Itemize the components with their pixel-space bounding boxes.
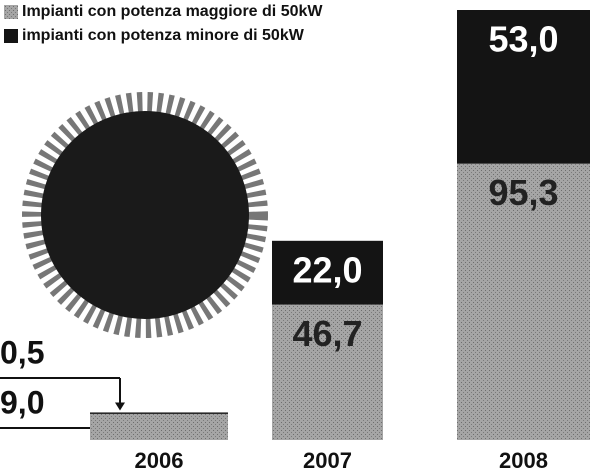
sun-decoration: [33, 103, 257, 327]
legend-label: impianti con potenza minore di 50kW: [22, 27, 305, 44]
value-label: 46,7: [292, 313, 362, 354]
x-tick-label: 2008: [499, 448, 548, 473]
x-tick-label: 2006: [135, 448, 184, 473]
value-label: 53,0: [488, 19, 558, 60]
x-tick-label: 2007: [303, 448, 352, 473]
legend-swatch: [4, 29, 18, 43]
legend-label: Impianti con potenza maggiore di 50kW: [22, 3, 323, 20]
value-label: 9,0: [0, 384, 44, 420]
value-label: 95,3: [488, 172, 558, 213]
legend-swatch: [4, 5, 18, 19]
value-label: 0,5: [0, 334, 44, 370]
chart: Impianti con potenza maggiore di 50kW imp…: [0, 0, 590, 473]
leader-arrow: [115, 402, 125, 410]
value-label: 22,0: [292, 249, 362, 290]
bar-segment: [90, 414, 228, 440]
bar-segment: [90, 412, 228, 413]
